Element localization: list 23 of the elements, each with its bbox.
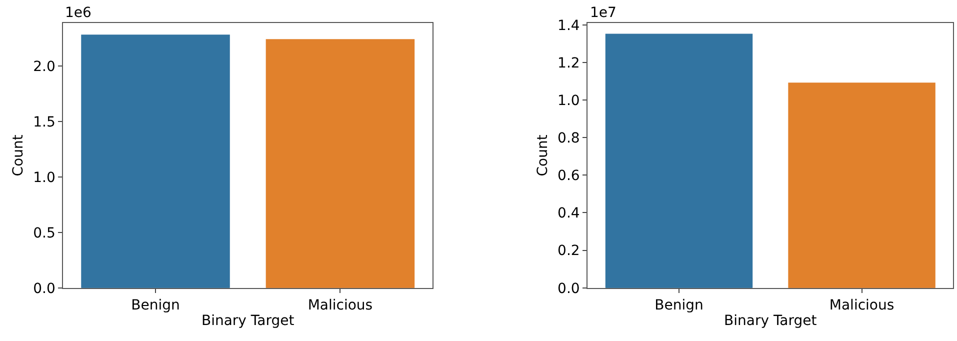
y-tick-label: 1.2: [558, 55, 580, 72]
x-tick-label: Malicious: [829, 298, 894, 314]
y-tick-label: 0.0: [33, 280, 56, 297]
x-tick-label: Benign: [131, 298, 180, 314]
y-tick-label: 1.0: [33, 170, 56, 186]
y-tick-label: 1.0: [558, 92, 580, 109]
x-axis-title: Binary Target: [724, 312, 818, 329]
y-tick-label: 0.4: [558, 206, 580, 222]
x-tick-label: Benign: [654, 298, 704, 314]
y-tick-label: 1.5: [33, 114, 56, 131]
y-axis-title: Count: [10, 134, 27, 176]
y-tick-label: 0.2: [558, 243, 580, 260]
y-tick-label: 1.4: [558, 18, 580, 34]
text: 1e7: [590, 5, 616, 21]
x-tick-label: Malicious: [308, 298, 373, 314]
text: 1e6: [65, 5, 92, 21]
y-tick-label: 0.8: [558, 130, 580, 146]
x-axis-title: Binary Target: [201, 312, 295, 329]
y-tick-label: 0.0: [558, 280, 580, 297]
y-axis-title: Count: [535, 134, 552, 176]
y-tick-label: 2.0: [33, 59, 56, 76]
y-tick-label: 0.5: [33, 225, 56, 242]
y-tick-label: 0.6: [558, 168, 580, 184]
